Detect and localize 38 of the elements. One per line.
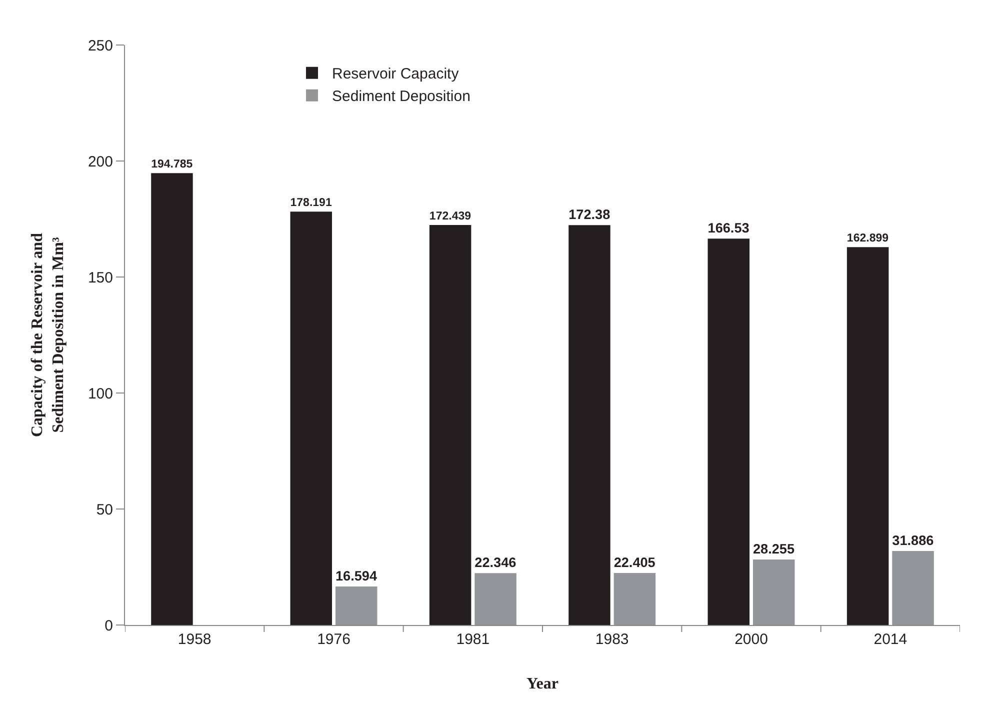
y-tick-label: 250: [88, 37, 113, 54]
y-tick-label: 150: [88, 269, 113, 286]
bar: [614, 573, 656, 625]
legend-label: Reservoir Capacity: [332, 66, 460, 83]
bar: [151, 173, 193, 625]
data-label: 166.53: [708, 220, 750, 236]
data-label: 31.886: [892, 533, 934, 548]
bar: [290, 212, 332, 625]
data-label: 16.594: [336, 568, 378, 584]
x-tick-label: 2000: [734, 631, 768, 648]
y-axis-title: Capacity of the Reservoir and Sediment Deposition in Mm³: [29, 232, 67, 438]
y-tick-label: 200: [88, 153, 113, 170]
data-label: 172.439: [429, 210, 472, 222]
bar: [846, 247, 889, 625]
x-tick-label: 1981: [456, 631, 490, 648]
bar: [429, 224, 472, 625]
bar: [474, 573, 516, 625]
legend-label: Sediment Deposition: [332, 88, 470, 106]
bar: [892, 551, 934, 625]
y-tick-label: 50: [96, 501, 113, 518]
data-label: 22.346: [474, 555, 517, 570]
bar: [708, 238, 750, 625]
data-label: 194.785: [151, 158, 194, 171]
data-label: 178.191: [290, 197, 332, 210]
data-label: 28.255: [753, 542, 795, 557]
x-tick-label: 1976: [317, 631, 350, 648]
x-tick-label: 2014: [874, 631, 908, 648]
y-tick-label: 100: [88, 385, 113, 402]
bar: [335, 586, 378, 625]
data-label: 22.405: [614, 555, 656, 570]
x-axis-title: Year: [526, 676, 558, 693]
x-tick-label: 1983: [595, 631, 629, 648]
data-label: 162.899: [846, 232, 889, 245]
bar: [568, 225, 610, 625]
x-tick-label: 1958: [178, 631, 212, 648]
data-label: 172.38: [568, 207, 611, 222]
y-tick-label: 0: [104, 617, 113, 634]
bar: [752, 559, 795, 625]
